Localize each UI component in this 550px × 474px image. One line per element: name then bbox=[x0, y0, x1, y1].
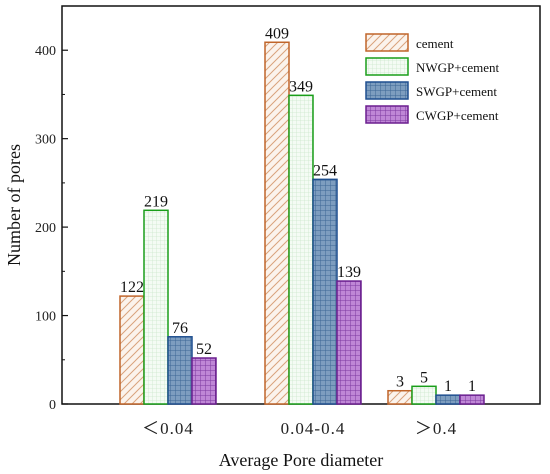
bar-nwgp-cement-0 bbox=[143, 209, 169, 405]
legend-swatch bbox=[365, 33, 409, 52]
bar-swgp-cement-2 bbox=[435, 394, 461, 405]
data-label: 139 bbox=[337, 264, 361, 281]
bars bbox=[119, 41, 485, 405]
y-tick-label: 200 bbox=[35, 221, 56, 236]
data-label: 76 bbox=[172, 320, 188, 337]
y-axis-title: Number of pores bbox=[4, 144, 24, 266]
legend-swatch bbox=[365, 57, 409, 76]
legend-label: CWGP+cement bbox=[416, 108, 499, 123]
data-label: 1 bbox=[444, 378, 452, 395]
y-tick-label: 0 bbox=[49, 398, 56, 413]
data-label: 1 bbox=[468, 378, 476, 395]
bar-cwgp-cement-0 bbox=[191, 357, 217, 405]
x-tick-label: ＜0.04 bbox=[142, 419, 194, 438]
legend-label: NWGP+cement bbox=[416, 60, 500, 75]
data-label: 5 bbox=[420, 369, 428, 386]
x-tick-label: ＞0.4 bbox=[415, 419, 457, 438]
bar-cement-2 bbox=[387, 389, 413, 405]
bar-nwgp-cement-2 bbox=[411, 385, 437, 405]
bar-cement-1 bbox=[264, 41, 290, 405]
bar-nwgp-cement-1 bbox=[288, 94, 314, 405]
data-label: 3 bbox=[396, 374, 404, 391]
legend-label: cement bbox=[416, 36, 454, 51]
legend-swatch bbox=[365, 81, 409, 100]
data-label: 349 bbox=[289, 78, 313, 95]
data-label: 52 bbox=[196, 341, 212, 358]
y-tick-label: 100 bbox=[35, 310, 56, 325]
y-tick-label: 300 bbox=[35, 133, 56, 148]
bar-swgp-cement-0 bbox=[167, 336, 193, 405]
bar-cwgp-cement-1 bbox=[336, 280, 362, 405]
data-label: 122 bbox=[120, 279, 144, 296]
data-label: 254 bbox=[313, 162, 337, 179]
data-labels: 122 409 3 219 349 5 76 254 1 52 139 1 bbox=[120, 25, 476, 395]
x-axis-title: Average Pore diameter bbox=[219, 450, 384, 470]
y-axis: 0 100 200 300 400 bbox=[35, 44, 68, 413]
bar-cwgp-cement-2 bbox=[459, 394, 485, 405]
data-label: 219 bbox=[144, 193, 168, 210]
legend: cement NWGP+cement SWGP+cement CWGP+cement bbox=[365, 33, 500, 124]
x-axis: ＜0.04 0.04-0.4 ＞0.4 bbox=[142, 398, 457, 438]
y-tick-label: 400 bbox=[35, 44, 56, 59]
bar-swgp-cement-1 bbox=[312, 178, 338, 405]
data-label: 409 bbox=[265, 25, 289, 42]
legend-swatch bbox=[365, 105, 409, 124]
bar-cement-0 bbox=[119, 295, 145, 405]
legend-label: SWGP+cement bbox=[416, 84, 497, 99]
x-tick-label: 0.04-0.4 bbox=[281, 419, 346, 438]
